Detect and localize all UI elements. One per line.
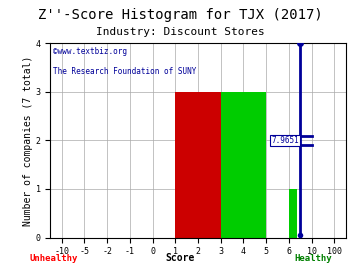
Text: 7.9651: 7.9651	[271, 136, 299, 145]
Text: The Research Foundation of SUNY: The Research Foundation of SUNY	[53, 66, 197, 76]
Text: Industry: Discount Stores: Industry: Discount Stores	[96, 27, 264, 37]
Bar	[175, 92, 221, 238]
Text: Unhealthy: Unhealthy	[30, 254, 78, 263]
Bar	[221, 92, 266, 238]
Text: Score: Score	[165, 253, 195, 263]
Bar	[289, 189, 297, 238]
Text: ©www.textbiz.org: ©www.textbiz.org	[53, 47, 127, 56]
Text: Healthy: Healthy	[294, 254, 332, 263]
Y-axis label: Number of companies (7 total): Number of companies (7 total)	[23, 55, 33, 226]
Text: Z''-Score Histogram for TJX (2017): Z''-Score Histogram for TJX (2017)	[38, 8, 322, 22]
